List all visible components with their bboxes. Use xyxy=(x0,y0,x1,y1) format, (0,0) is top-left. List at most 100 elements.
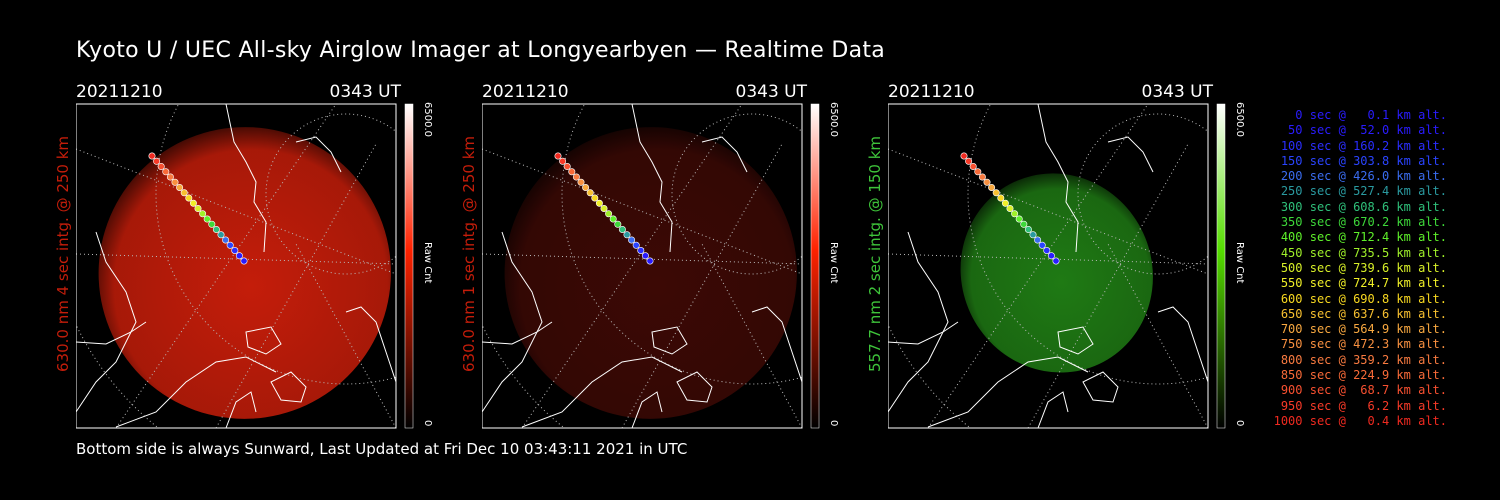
trajectory-point xyxy=(1038,241,1046,249)
trajectory-point xyxy=(591,194,599,202)
allsky-plot-2 xyxy=(482,103,820,429)
legend-row: 200 sec @ 426.0 km alt. xyxy=(1280,169,1447,184)
trajectory-point xyxy=(212,226,220,234)
coastline xyxy=(245,326,282,355)
coastline xyxy=(888,231,949,413)
colorbar-label: Raw Cnt xyxy=(1234,242,1245,284)
trajectory-point xyxy=(605,210,613,218)
legend-row: 600 sec @ 690.8 km alt. xyxy=(1280,291,1447,306)
colorbar-min: 0 xyxy=(828,420,839,427)
trajectory-point xyxy=(618,226,626,234)
trajectory-point xyxy=(217,231,225,239)
longitude-line xyxy=(1107,243,1208,428)
coastline xyxy=(1107,136,1154,173)
coastline xyxy=(76,231,137,413)
longitude-line xyxy=(888,253,1208,265)
trajectory-point xyxy=(978,173,986,181)
legend-row: 350 sec @ 670.2 km alt. xyxy=(1280,215,1447,230)
trajectory-point xyxy=(646,257,654,265)
trajectory-point xyxy=(157,163,165,171)
panel-time: 0343 UT xyxy=(329,82,402,102)
trajectory-point xyxy=(586,189,594,197)
coastline xyxy=(751,306,802,383)
trajectory-point xyxy=(572,173,580,181)
legend-row: 950 sec @ 6.2 km alt. xyxy=(1280,398,1447,413)
coastline xyxy=(1157,306,1208,383)
trajectory-point xyxy=(974,168,982,176)
coastline xyxy=(1037,391,1069,428)
trajectory-point xyxy=(559,157,567,165)
coastline xyxy=(888,321,959,345)
latitude-circle xyxy=(967,104,1208,385)
panel-side-label: 557.7 nm 2 sec intg. @ 150 km xyxy=(866,135,884,372)
trajectory-point xyxy=(965,157,973,165)
trajectory-point xyxy=(226,241,234,249)
panel-time: 0343 UT xyxy=(1141,82,1214,102)
trajectory-point xyxy=(960,152,968,160)
coastline xyxy=(631,104,673,253)
coastline xyxy=(631,391,663,428)
legend-row: 450 sec @ 735.5 km alt. xyxy=(1280,245,1447,260)
trajectory-point xyxy=(148,152,156,160)
trajectory-point xyxy=(176,184,184,192)
trajectory-point xyxy=(180,189,188,197)
legend-row: 250 sec @ 527.4 km alt. xyxy=(1280,184,1447,199)
trajectory-point xyxy=(185,194,193,202)
latitude-circle xyxy=(561,104,802,385)
image-frame xyxy=(888,103,1209,429)
trajectory-point xyxy=(568,168,576,176)
panel-time: 0343 UT xyxy=(735,82,808,102)
trajectory-point xyxy=(997,194,1005,202)
image-frame xyxy=(482,103,803,429)
trajectory-point xyxy=(222,236,230,244)
legend-row: 1000 sec @ 0.4 km alt. xyxy=(1273,413,1447,428)
colorbar-min: 0 xyxy=(422,420,433,427)
legend-row: 800 sec @ 359.2 km alt. xyxy=(1280,352,1447,367)
coastline xyxy=(521,356,683,428)
coastline xyxy=(225,391,257,428)
longitude-line xyxy=(701,243,802,428)
airglow-disk xyxy=(504,127,797,419)
legend-row: 850 sec @ 224.9 km alt. xyxy=(1280,368,1447,383)
trajectory-point xyxy=(600,205,608,213)
coastline xyxy=(115,356,277,428)
coastline xyxy=(676,371,713,403)
trajectory-point xyxy=(1043,247,1051,255)
colorbar-max: 6500.0 xyxy=(1234,102,1245,137)
trajectory-point xyxy=(199,210,207,218)
trajectory-point xyxy=(595,199,603,207)
coastline xyxy=(482,321,553,345)
trajectory-point xyxy=(614,220,622,228)
panel-date: 20211210 xyxy=(76,82,163,102)
trajectory-point xyxy=(1006,205,1014,213)
trajectory-point xyxy=(609,215,617,223)
panel-side-label: 630.0 nm 4 sec intg. @ 250 km xyxy=(54,135,72,372)
image-panel-2: 20211210 0343 UT 630.0 nm 1 sec intg. @ … xyxy=(460,82,839,432)
legend-row: 900 sec @ 68.7 km alt. xyxy=(1280,383,1447,398)
allsky-plot-3 xyxy=(888,103,1226,429)
page-title: Kyoto U / UEC All-sky Airglow Imager at … xyxy=(76,38,886,63)
coastline xyxy=(345,306,396,383)
panel-date: 20211210 xyxy=(888,82,975,102)
trajectory-point xyxy=(577,178,585,186)
colorbar xyxy=(1216,103,1226,429)
legend-row: 100 sec @ 160.2 km alt. xyxy=(1280,138,1447,153)
legend-row: 500 sec @ 739.6 km alt. xyxy=(1280,260,1447,275)
image-panel-3: 20211210 0343 UT 557.7 nm 2 sec intg. @ … xyxy=(866,82,1245,432)
longitude-line xyxy=(482,253,802,265)
legend-row: 750 sec @ 472.3 km alt. xyxy=(1280,337,1447,352)
trajectory-point xyxy=(208,220,216,228)
trajectory-point xyxy=(641,252,649,260)
trajectory-point xyxy=(637,247,645,255)
trajectory-point xyxy=(162,168,170,176)
image-panel-1: 20211210 0343 UT 630.0 nm 4 sec intg. @ … xyxy=(54,82,433,432)
trajectory-point xyxy=(166,173,174,181)
legend-row: 150 sec @ 303.8 km alt. xyxy=(1280,153,1447,168)
footer-note: Bottom side is always Sunward, Last Upda… xyxy=(76,440,688,458)
trajectory-point xyxy=(1001,199,1009,207)
trajectory-point xyxy=(194,205,202,213)
trajectory-point xyxy=(235,252,243,260)
trajectory-point xyxy=(992,189,1000,197)
trajectory-point xyxy=(1047,252,1055,260)
trajectory-legend: 0 sec @ 0.1 km alt. 50 sec @ 52.0 km alt.… xyxy=(1262,108,1447,429)
